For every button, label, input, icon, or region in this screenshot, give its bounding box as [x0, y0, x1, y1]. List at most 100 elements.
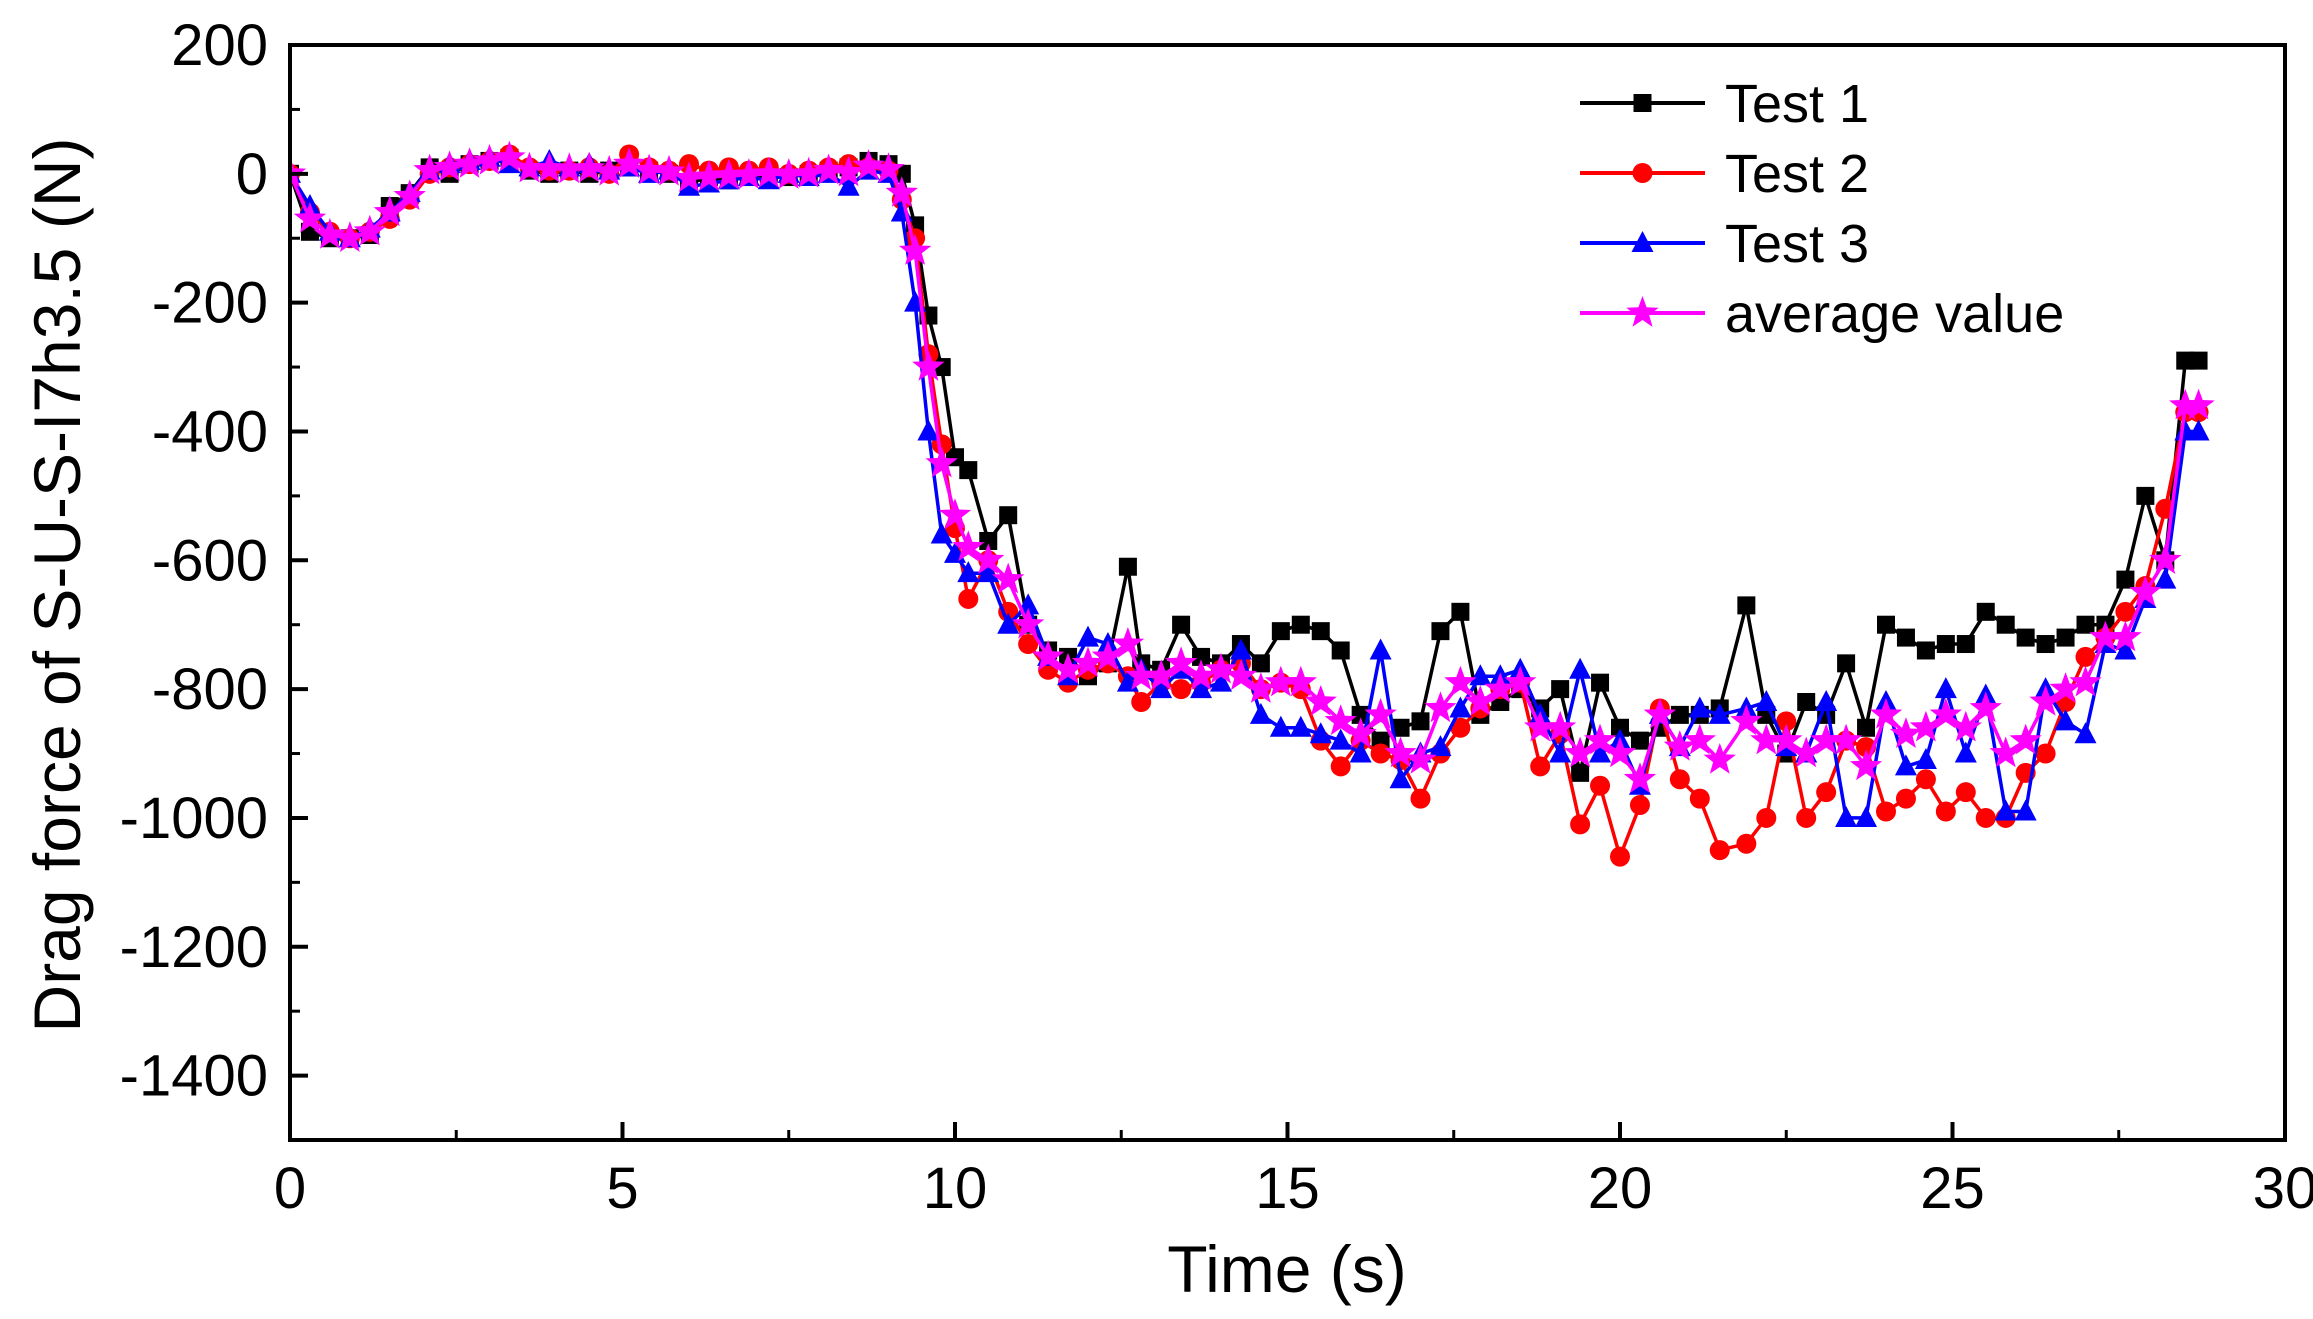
data-point: [553, 152, 586, 184]
data-point: [672, 161, 706, 193]
data-point: [1876, 801, 1896, 822]
data-point: [2035, 743, 2056, 764]
data-point: [1976, 602, 1995, 621]
data-point: [1391, 718, 1410, 737]
y-tick-label: -800: [152, 657, 268, 722]
data-point: [1244, 672, 1278, 703]
data-point: [1935, 801, 1956, 822]
data-point: [1837, 654, 1856, 673]
data-point: [1956, 635, 1975, 654]
data-point: [2129, 575, 2162, 607]
data-point: [930, 522, 953, 544]
data-point: [1909, 710, 1943, 742]
data-point: [1150, 677, 1173, 699]
series-layer: [290, 140, 2215, 867]
data-point: [473, 143, 506, 175]
data-point: [1530, 756, 1551, 777]
data-point: [2074, 722, 2097, 744]
data-point: [2069, 665, 2102, 697]
data-point: [1544, 710, 1577, 742]
data-point: [1324, 704, 1357, 736]
data-point: [1171, 679, 1192, 700]
data-point: [632, 153, 666, 185]
y-tick-label: -200: [152, 271, 268, 336]
data-point: [999, 506, 1018, 525]
data-point: [792, 156, 825, 188]
data-point: [1797, 693, 1816, 711]
data-point: [1855, 805, 1878, 827]
data-point: [925, 446, 958, 478]
data-point: [1269, 715, 1292, 737]
data-point: [1551, 680, 1570, 699]
data-point: [1914, 747, 1937, 769]
y-tick-label: -600: [152, 528, 268, 593]
series-line: [290, 155, 2199, 782]
data-point: [1145, 659, 1178, 690]
data-point: [1623, 762, 1657, 793]
data-point: [593, 154, 626, 186]
data-point: [1449, 696, 1472, 718]
data-point: [872, 152, 905, 184]
data-point: [2076, 615, 2095, 634]
legend-label: average value: [1725, 284, 2064, 344]
data-point: [293, 201, 327, 233]
data-point: [1708, 702, 1731, 724]
data-point: [1949, 710, 1982, 742]
x-axis-title: Time (s): [1167, 1232, 1407, 1306]
x-tick-label: 0: [274, 1156, 306, 1221]
legend-marker: [1633, 94, 1652, 112]
x-tick-label: 5: [606, 1156, 638, 1221]
data-point: [2182, 388, 2215, 420]
data-point: [1750, 723, 1783, 755]
data-point: [1629, 795, 1650, 816]
data-point: [997, 612, 1020, 634]
data-point: [1989, 736, 2022, 768]
data-point: [513, 151, 546, 183]
data-point: [1291, 615, 1310, 634]
data-point: [2169, 388, 2202, 420]
data-point: [1816, 782, 1837, 803]
data-point: [1464, 685, 1497, 716]
legend-entry: average value: [1580, 284, 2064, 344]
data-point: [1996, 615, 2015, 634]
data-point: [1051, 652, 1085, 684]
data-point: [1815, 690, 1838, 711]
legend-label: Test 3: [1725, 214, 1869, 274]
data-point: [353, 214, 386, 246]
data-point: [1264, 665, 1297, 697]
data-point: [393, 179, 426, 211]
data-point: [1289, 715, 1312, 737]
data-point: [1369, 638, 1392, 660]
data-point: [1404, 743, 1437, 774]
data-point: [652, 154, 686, 186]
data-point: [1504, 665, 1537, 697]
data-point: [1736, 833, 1757, 854]
data-point: [1091, 639, 1125, 671]
data-point: [2016, 628, 2035, 647]
data-point: [2014, 799, 2037, 821]
x-tick-label: 25: [1920, 1156, 1985, 1221]
data-point: [1349, 741, 1372, 763]
data-point: [958, 588, 979, 609]
data-point: [938, 498, 972, 529]
data-point: [1583, 723, 1617, 755]
data-point: [1364, 697, 1397, 729]
legend-entry: Test 1: [1580, 74, 1869, 134]
y-tick-label: -1200: [120, 915, 268, 980]
data-point: [1429, 735, 1452, 757]
data-point: [1370, 743, 1391, 764]
data-point: [957, 561, 980, 583]
data-point: [1975, 807, 1996, 828]
data-point: [1309, 722, 1332, 744]
data-point: [1451, 602, 1470, 621]
data-point: [1570, 814, 1591, 835]
data-point: [1589, 741, 1612, 763]
data-point: [1304, 685, 1337, 716]
data-point: [712, 158, 746, 190]
data-point: [1877, 615, 1895, 634]
data-point: [1630, 731, 1649, 750]
data-point: [2049, 672, 2082, 703]
x-tick-label: 10: [923, 1156, 988, 1221]
